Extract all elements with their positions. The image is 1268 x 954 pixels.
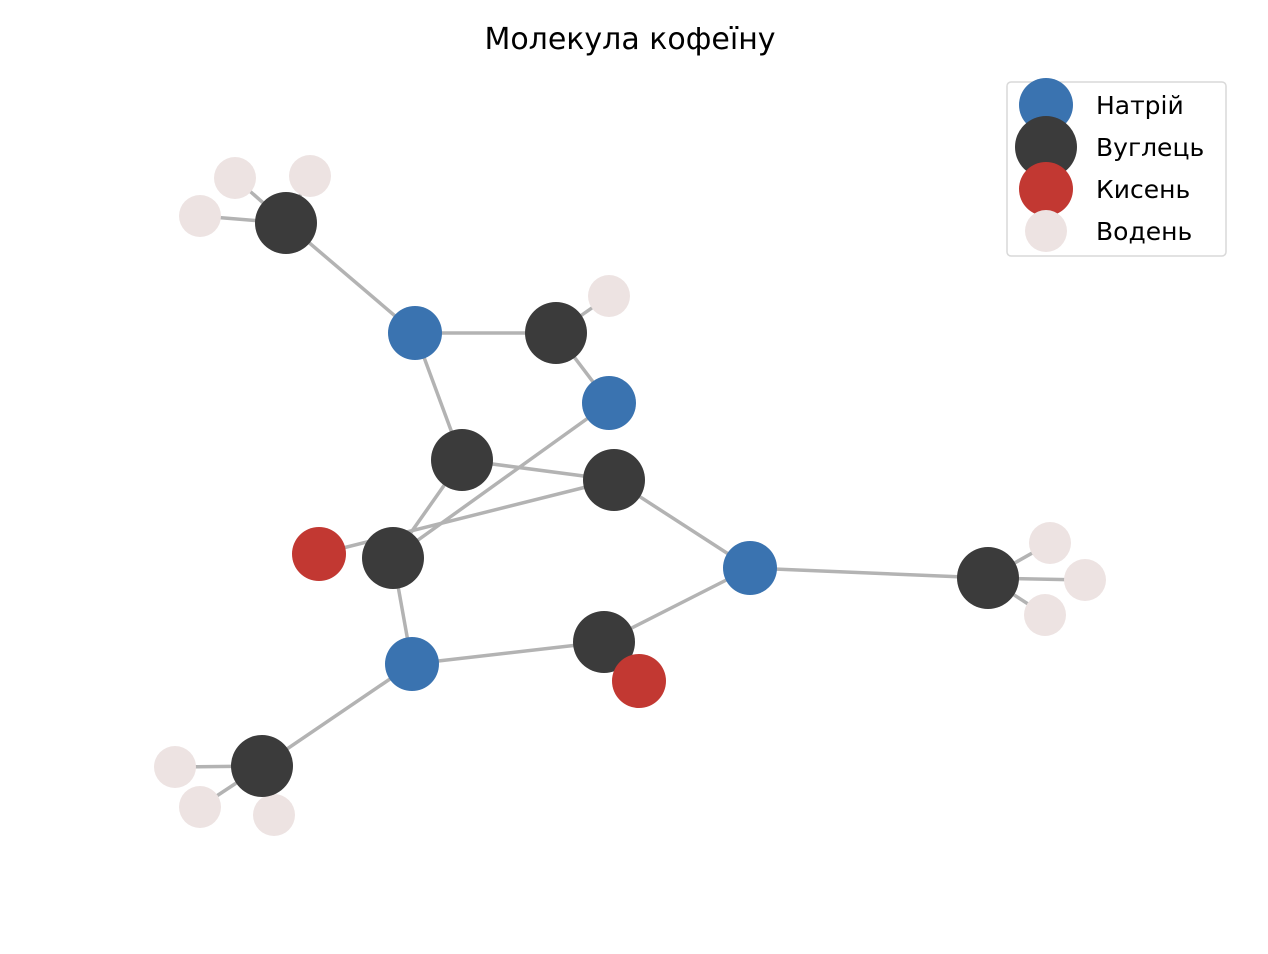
bond-N9-C4: [391, 401, 611, 560]
atom-C6: [583, 449, 645, 511]
bond-N1-C10: [749, 566, 989, 580]
bond-C6-O6: [318, 478, 615, 556]
atom-C4: [362, 527, 424, 589]
legend-marker-O: [1019, 162, 1073, 216]
figure-title: Молекула кофеїну: [484, 22, 775, 57]
atom-H12a: [214, 157, 256, 199]
atom-C11: [231, 735, 293, 797]
atom-H10c: [1024, 594, 1066, 636]
atom-N7: [388, 306, 442, 360]
atom-N1: [723, 541, 777, 595]
legend-marker-H: [1025, 210, 1067, 252]
atom-N9: [582, 376, 636, 430]
atom-H8: [588, 275, 630, 317]
atom-H11a: [154, 746, 196, 788]
legend-label-H: Водень: [1096, 217, 1192, 246]
atom-H12c: [179, 195, 221, 237]
atom-C12: [255, 192, 317, 254]
legend-label-C: Вуглець: [1096, 133, 1204, 162]
atom-C5: [431, 429, 493, 491]
legend-label-O: Кисень: [1096, 175, 1190, 204]
atom-C10: [957, 547, 1019, 609]
atom-O2: [612, 654, 666, 708]
legend-label-N: Натрій: [1096, 91, 1184, 120]
atom-N3: [385, 637, 439, 691]
atom-H11b: [179, 786, 221, 828]
atoms: [154, 155, 1106, 836]
atom-H10a: [1029, 522, 1071, 564]
atom-H11c: [253, 794, 295, 836]
atom-H12b: [289, 155, 331, 197]
atom-H10b: [1064, 559, 1106, 601]
bond-C2-N3: [411, 640, 605, 666]
atom-C2: [573, 611, 635, 673]
legend-marker-N: [1019, 78, 1073, 132]
atom-O6: [292, 527, 346, 581]
legend: Натрій Вуглець Кисень Водень: [1006, 78, 1227, 257]
legend-marker-C: [1015, 116, 1077, 178]
atom-C8: [525, 302, 587, 364]
